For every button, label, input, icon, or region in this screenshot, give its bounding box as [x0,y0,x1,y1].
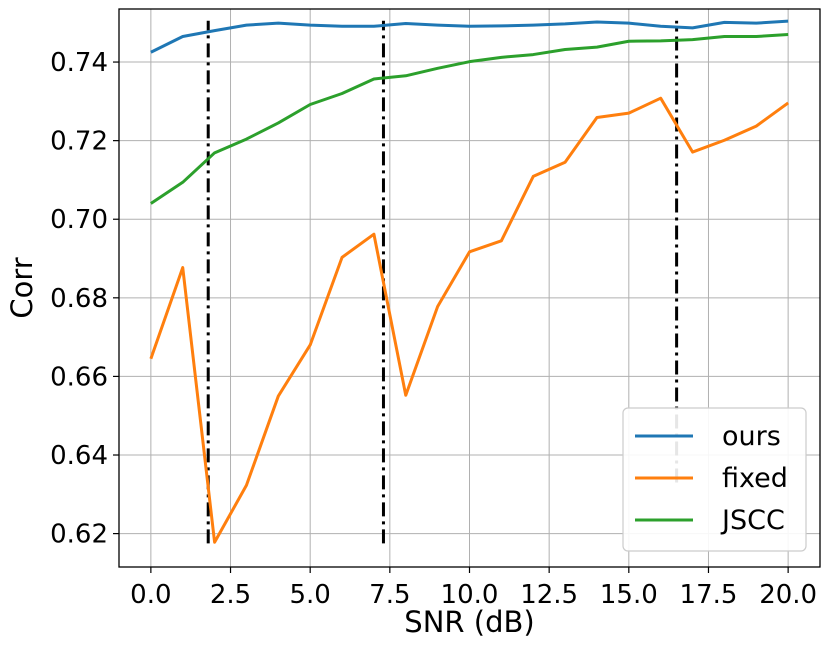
vertical-markers [206,20,679,544]
series-line-jscc [150,33,789,205]
y-tick-label: 0.64 [50,441,108,471]
y-axis-label: Corr [5,257,39,318]
x-tick-label: 2.5 [210,580,251,610]
x-tick-label: 15.0 [600,580,658,610]
x-tick-label: 10.0 [441,580,499,610]
legend-label-ours: ours [722,421,781,452]
y-tick-label: 0.70 [50,205,108,235]
y-tick-label: 0.62 [50,520,108,550]
x-tick-label: 0.0 [130,580,171,610]
series-group [149,19,790,544]
y-tick-label: 0.72 [50,127,108,157]
y-tick-label: 0.68 [50,284,108,314]
y-tick-label: 0.66 [50,362,108,392]
legend-label-fixed: fixed [722,463,788,494]
x-tick-label: 5.0 [290,580,331,610]
x-tick-label: 12.5 [520,580,578,610]
y-tick-label: 0.74 [50,48,108,78]
y-axis-ticks: 0.62 0.64 0.66 0.68 0.70 0.72 0.74 [50,48,119,550]
series-line-fixed [149,96,790,544]
x-tick-label: 17.5 [680,580,738,610]
series-line-ours [150,19,789,54]
x-axis-ticks: 0.0 2.5 5.0 7.5 10.0 12.5 15.0 17.5 20.0 [130,567,817,610]
legend-box [622,407,807,552]
x-axis-label: SNR (dB) [404,605,534,639]
x-tick-label: 7.5 [369,580,410,610]
legend-label-jscc: JSCC [720,505,785,536]
legend: ours fixed JSCC [622,407,807,552]
x-tick-label: 20.0 [759,580,817,610]
